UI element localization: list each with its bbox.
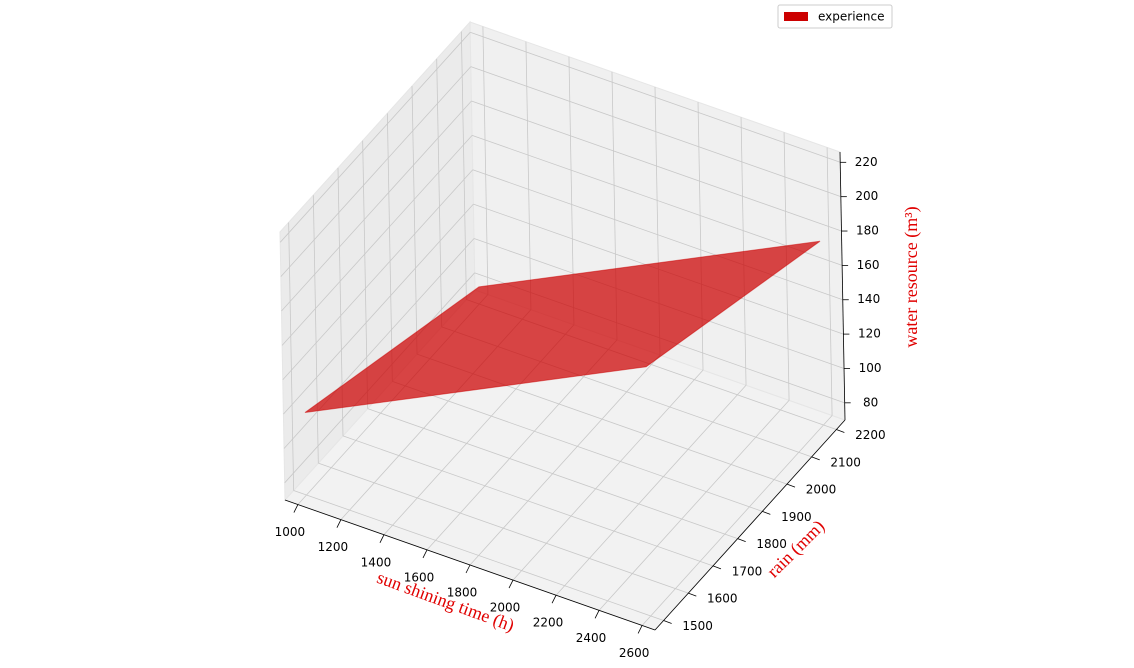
grid-line <box>512 369 704 581</box>
y-tick-label: 2200 <box>855 428 886 442</box>
x-tick-label: 2000 <box>490 601 521 615</box>
grid-line <box>281 100 472 312</box>
tick-mark <box>786 483 796 488</box>
grid-line <box>598 400 790 611</box>
surface <box>304 240 821 414</box>
tick-mark <box>422 549 428 559</box>
y-tick-label: 1700 <box>732 564 763 578</box>
legend-swatch <box>784 12 808 21</box>
z-tick-label: 160 <box>857 258 880 272</box>
y-tick-label: 1600 <box>707 592 738 606</box>
grid-line <box>279 32 471 243</box>
tick-mark <box>465 564 471 574</box>
grid-line <box>471 135 843 266</box>
z-axis-label: water resource (m³) <box>901 206 922 347</box>
x-tick-label: 1000 <box>275 525 306 539</box>
z-axis <box>839 151 846 421</box>
grid-line <box>392 380 763 512</box>
y-axis <box>654 419 846 631</box>
grid-line <box>471 100 842 232</box>
z-tick-label: 220 <box>855 155 878 169</box>
x-tick-label: 1600 <box>404 570 435 584</box>
z-tick-label: 100 <box>859 361 882 375</box>
tick-mark <box>594 610 600 619</box>
x-tick-label: 1800 <box>447 586 478 600</box>
grid-line <box>555 384 747 596</box>
x-tick-label: 1200 <box>318 540 349 554</box>
tick-mark <box>551 595 557 604</box>
tick-mark <box>336 519 342 528</box>
tick-mark <box>762 510 771 515</box>
z-tick-label: 120 <box>858 327 881 341</box>
grid-line <box>469 354 661 566</box>
grid-line <box>472 169 843 301</box>
legend-label: experience <box>818 10 885 24</box>
y-tick-label: 1900 <box>781 510 812 524</box>
x-tick-label: 2600 <box>619 646 650 660</box>
grid-line <box>470 31 841 163</box>
tick-mark <box>293 504 299 513</box>
grid-line <box>367 408 738 540</box>
tick-mark <box>811 456 820 461</box>
z-tick-label: 180 <box>856 224 879 238</box>
z-tick-label: 200 <box>855 189 878 203</box>
tick-mark <box>663 620 672 624</box>
legend-box <box>777 4 893 29</box>
grid-line <box>318 462 689 594</box>
y-tick-label: 2100 <box>830 455 861 469</box>
y-tick-label: 2000 <box>806 483 837 497</box>
grid-line <box>283 203 474 415</box>
grid-line <box>283 238 475 449</box>
x-axis <box>284 499 656 631</box>
x-tick-label: 1400 <box>361 555 392 569</box>
z-tick-label: 80 <box>863 395 878 409</box>
plot: 1000 1200 1400 1600 1800 2000 2200 2400 2600 1500… <box>275 20 922 660</box>
y-tick-label: 1800 <box>756 537 787 551</box>
tick-mark <box>637 625 643 634</box>
x-tick-label: 2400 <box>576 631 607 645</box>
tick-mark <box>688 592 697 597</box>
tick-mark <box>508 579 514 589</box>
tick-mark <box>712 565 722 570</box>
grid-line <box>342 435 714 567</box>
grid-line <box>470 66 841 198</box>
grid-line <box>281 135 473 346</box>
grid-line <box>641 415 833 626</box>
grid-line <box>282 169 474 381</box>
grid-line <box>293 490 664 621</box>
tick-mark <box>379 534 385 543</box>
z-tick-label: 140 <box>857 292 880 306</box>
y-tick-label: 1500 <box>682 619 713 633</box>
x-tick-label: 2200 <box>533 616 564 630</box>
grid-line <box>280 66 472 277</box>
tick-mark <box>836 429 845 433</box>
tick-mark <box>737 538 746 543</box>
